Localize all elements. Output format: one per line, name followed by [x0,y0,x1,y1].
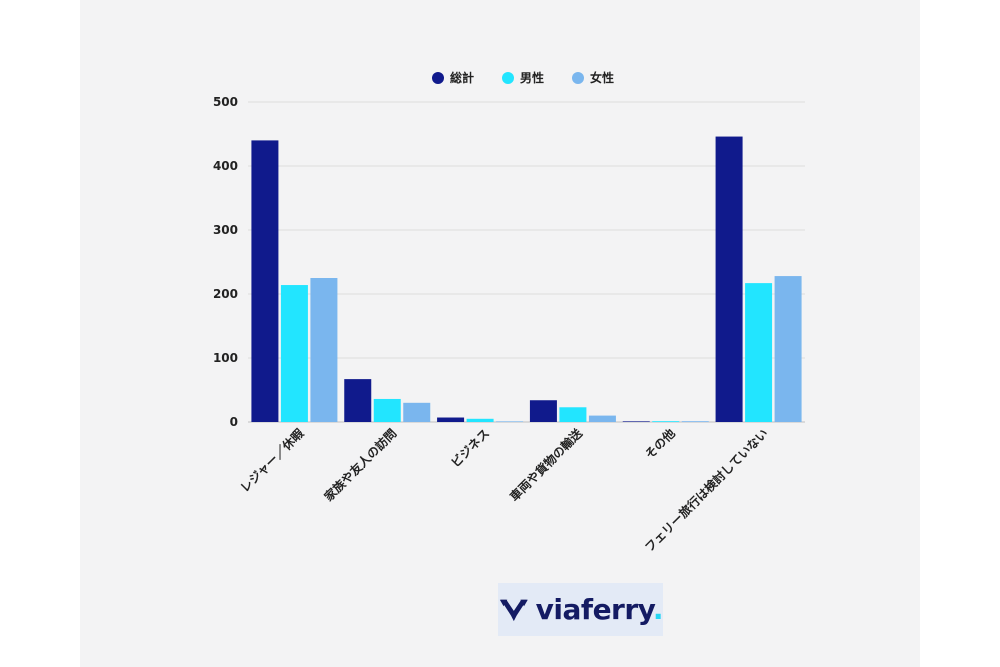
x-category-label: その他 [642,426,678,462]
bar [310,278,338,422]
y-tick-label: 300 [213,223,238,237]
chart-panel: 0 100 200 300 400 500 レジャー／休暇 家族や友人の訪問 ビジネス 車両や貨… [80,0,920,667]
x-category-label: 車両や貨物の輸送 [507,425,586,504]
bar [344,379,372,422]
x-category-label: レジャー／休暇 [237,426,307,496]
bar [652,421,680,422]
x-axis-labels: レジャー／休暇 家族や友人の訪問 ビジネス 車両や貨物の輸送 その他フェリー旅行は検討し… [237,425,771,555]
bar [437,417,465,422]
bar [588,415,616,422]
bar [715,136,743,422]
logo-brand: viaferry [535,593,654,626]
legend-swatch [432,72,444,84]
bar [774,276,802,422]
bar [466,418,494,422]
legend-label: 女性 [590,70,614,85]
logo-dot: . [652,593,664,626]
y-tick-label: 0 [230,415,238,429]
x-category-label: 家族や友人の訪問 [321,426,399,504]
bar [280,285,308,422]
grid-lines [248,101,805,423]
bar [373,398,401,422]
legend: 総計 男性 女性 [432,70,614,85]
logo-wordmark: viaferry. [535,593,664,626]
bar [681,421,709,422]
bar [622,421,650,422]
viaferry-logo: viaferry. [498,583,664,636]
y-tick-label: 400 [213,159,238,173]
y-tick-label: 200 [213,287,238,301]
legend-swatch [572,72,584,84]
bar-chart: 0 100 200 300 400 500 レジャー／休暇 家族や友人の訪問 ビジネス 車両や貨… [213,70,805,555]
bar [559,407,587,422]
y-tick-label: 500 [213,95,238,109]
legend-swatch [502,72,514,84]
y-axis-ticks: 0 100 200 300 400 500 [213,95,238,429]
y-tick-label: 100 [213,351,238,365]
bar [496,421,524,422]
legend-label: 総計 [450,70,474,85]
bar [251,140,279,422]
viaferry-arrows-icon [499,599,528,621]
bar [529,400,557,422]
bars [251,136,802,422]
bar [745,283,773,422]
x-category-label: ビジネス [448,426,493,471]
bar [403,402,431,422]
legend-label: 男性 [520,70,544,85]
